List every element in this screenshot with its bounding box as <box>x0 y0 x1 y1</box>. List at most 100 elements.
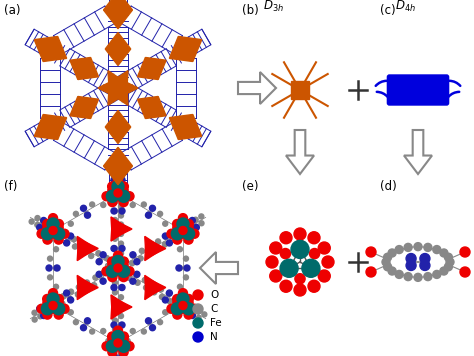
Polygon shape <box>145 245 158 261</box>
Circle shape <box>108 273 117 282</box>
Polygon shape <box>108 54 128 83</box>
Circle shape <box>155 246 160 251</box>
Circle shape <box>113 176 122 185</box>
Polygon shape <box>169 115 193 140</box>
Circle shape <box>54 284 59 289</box>
Circle shape <box>280 280 292 292</box>
Circle shape <box>173 224 182 232</box>
Circle shape <box>176 265 182 271</box>
Circle shape <box>134 259 140 265</box>
Circle shape <box>131 253 136 258</box>
Circle shape <box>193 318 203 328</box>
Circle shape <box>420 253 430 263</box>
Circle shape <box>173 220 182 229</box>
Circle shape <box>119 353 125 356</box>
Circle shape <box>199 221 204 226</box>
Circle shape <box>41 228 54 240</box>
Polygon shape <box>43 36 67 62</box>
Circle shape <box>97 258 102 263</box>
Circle shape <box>414 273 422 281</box>
Circle shape <box>91 283 97 288</box>
Circle shape <box>173 294 182 304</box>
Circle shape <box>174 221 179 226</box>
Polygon shape <box>25 121 52 147</box>
Circle shape <box>48 225 57 234</box>
Polygon shape <box>105 127 131 143</box>
Circle shape <box>119 332 128 341</box>
Circle shape <box>424 273 432 281</box>
Circle shape <box>155 239 161 244</box>
Circle shape <box>47 294 53 299</box>
Circle shape <box>119 186 128 195</box>
Circle shape <box>177 293 189 305</box>
Circle shape <box>383 263 392 271</box>
Circle shape <box>68 310 73 315</box>
Circle shape <box>64 240 70 246</box>
Polygon shape <box>200 252 238 284</box>
Circle shape <box>73 244 77 249</box>
Circle shape <box>118 195 124 200</box>
Circle shape <box>112 180 118 186</box>
Polygon shape <box>184 29 211 55</box>
Circle shape <box>111 322 117 328</box>
Circle shape <box>118 231 124 236</box>
Polygon shape <box>184 121 211 147</box>
Circle shape <box>112 256 124 267</box>
Circle shape <box>174 310 179 315</box>
Polygon shape <box>111 217 124 232</box>
Circle shape <box>178 214 187 222</box>
Circle shape <box>173 298 182 307</box>
Circle shape <box>445 263 453 271</box>
Circle shape <box>322 256 334 268</box>
Circle shape <box>48 229 57 238</box>
Circle shape <box>100 278 106 284</box>
Polygon shape <box>121 6 182 53</box>
Circle shape <box>163 233 168 239</box>
Polygon shape <box>118 222 132 236</box>
Circle shape <box>184 224 193 232</box>
Circle shape <box>47 256 53 261</box>
Polygon shape <box>286 130 314 174</box>
Circle shape <box>308 280 320 292</box>
Circle shape <box>41 219 46 224</box>
Circle shape <box>433 271 441 278</box>
Circle shape <box>36 224 43 230</box>
Circle shape <box>183 294 189 299</box>
Circle shape <box>113 267 122 276</box>
Circle shape <box>108 198 117 206</box>
Circle shape <box>446 258 454 266</box>
Circle shape <box>406 253 416 263</box>
Text: (d): (d) <box>380 180 397 193</box>
Circle shape <box>41 218 46 224</box>
Circle shape <box>119 284 125 290</box>
Polygon shape <box>145 284 158 300</box>
Circle shape <box>182 228 195 240</box>
Circle shape <box>41 303 54 315</box>
Circle shape <box>193 305 200 312</box>
Circle shape <box>43 298 52 307</box>
Circle shape <box>54 247 59 252</box>
Circle shape <box>130 278 136 284</box>
Polygon shape <box>77 245 90 261</box>
Circle shape <box>188 227 192 232</box>
Circle shape <box>173 235 182 244</box>
Circle shape <box>122 258 128 263</box>
Circle shape <box>118 323 124 328</box>
Circle shape <box>118 190 129 202</box>
Circle shape <box>134 271 140 277</box>
Circle shape <box>112 354 118 356</box>
Circle shape <box>112 270 118 276</box>
Circle shape <box>310 265 319 276</box>
Circle shape <box>38 314 43 319</box>
Polygon shape <box>25 29 52 55</box>
Polygon shape <box>146 96 166 119</box>
Text: O: O <box>210 290 218 300</box>
Circle shape <box>179 302 187 309</box>
Circle shape <box>87 246 92 251</box>
Circle shape <box>179 226 187 235</box>
Circle shape <box>318 242 330 254</box>
Circle shape <box>90 329 95 334</box>
Circle shape <box>106 193 111 198</box>
Polygon shape <box>70 57 91 79</box>
Circle shape <box>295 240 305 250</box>
